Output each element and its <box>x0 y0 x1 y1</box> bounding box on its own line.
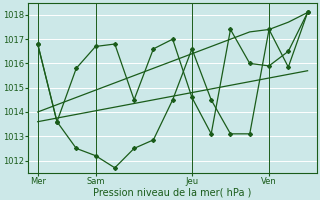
X-axis label: Pression niveau de la mer( hPa ): Pression niveau de la mer( hPa ) <box>93 187 252 197</box>
